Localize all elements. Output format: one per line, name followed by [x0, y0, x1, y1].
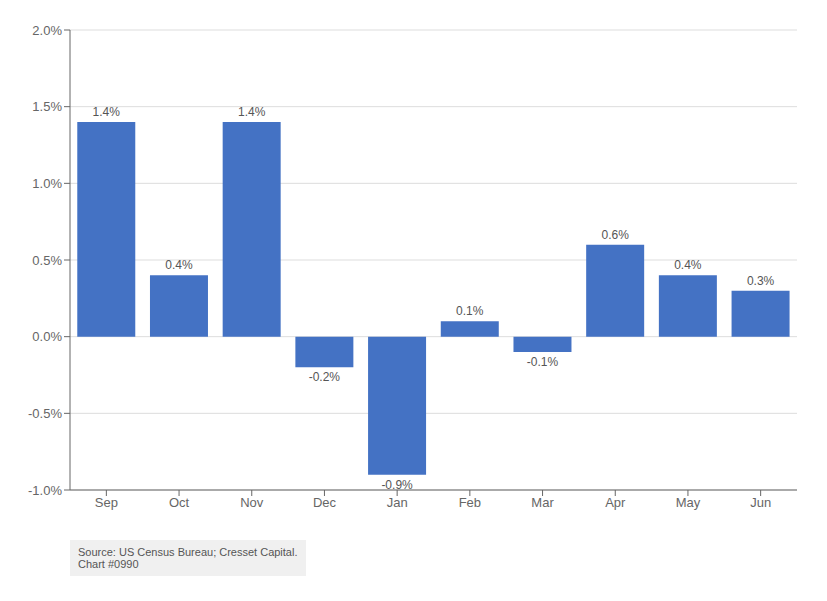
svg-text:0.3%: 0.3%	[747, 274, 775, 288]
svg-text:Jun: Jun	[750, 495, 771, 510]
svg-text:-1.0%: -1.0%	[28, 483, 62, 498]
svg-text:-0.1%: -0.1%	[527, 355, 559, 369]
svg-text:May: May	[676, 495, 701, 510]
svg-text:0.4%: 0.4%	[674, 258, 702, 272]
svg-text:Sep: Sep	[95, 495, 118, 510]
svg-text:Oct: Oct	[169, 495, 190, 510]
svg-text:1.0%: 1.0%	[32, 176, 62, 191]
svg-text:-0.2%: -0.2%	[309, 370, 341, 384]
svg-text:Feb: Feb	[459, 495, 481, 510]
svg-text:1.4%: 1.4%	[93, 105, 121, 119]
svg-text:Mar: Mar	[531, 495, 554, 510]
svg-text:1.4%: 1.4%	[238, 105, 266, 119]
svg-text:2.0%: 2.0%	[32, 23, 62, 38]
svg-text:0.1%: 0.1%	[456, 304, 484, 318]
svg-text:0.0%: 0.0%	[32, 329, 62, 344]
svg-text:Jan: Jan	[387, 495, 408, 510]
svg-text:0.6%: 0.6%	[601, 228, 629, 242]
svg-text:Nov: Nov	[240, 495, 264, 510]
svg-text:Apr: Apr	[605, 495, 626, 510]
svg-text:-0.9%: -0.9%	[381, 478, 413, 492]
svg-text:1.5%: 1.5%	[32, 99, 62, 114]
svg-text:Dec: Dec	[313, 495, 337, 510]
svg-text:0.5%: 0.5%	[32, 253, 62, 268]
svg-text:0.4%: 0.4%	[165, 258, 193, 272]
html-text:Source: US Census Bureau; Cres: Source: US Census Bureau; Cresset Capita…	[78, 546, 298, 570]
svg-text:-0.5%: -0.5%	[28, 406, 62, 421]
